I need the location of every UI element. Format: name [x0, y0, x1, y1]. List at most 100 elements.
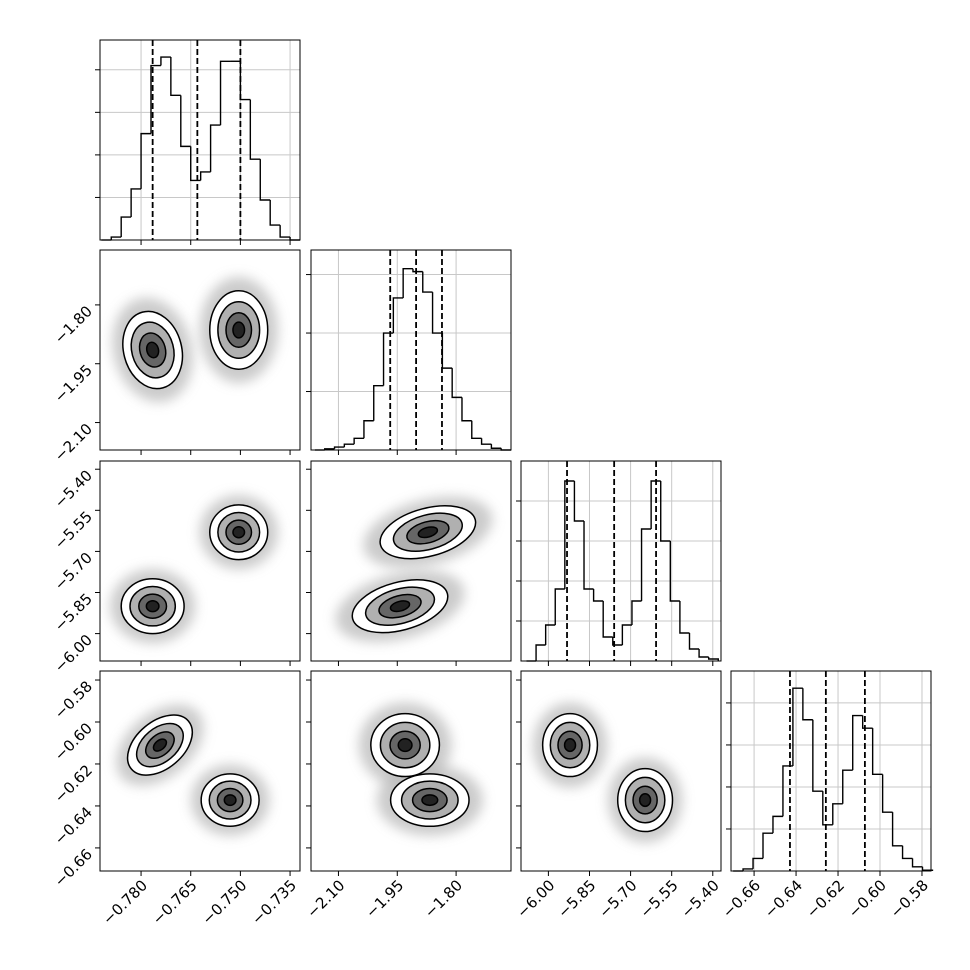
panel-frame: [99, 249, 301, 451]
histogram-bin: [554, 588, 565, 625]
y-tick-label: −0.64: [51, 803, 96, 848]
contour: [217, 301, 261, 359]
panel-frame: [310, 460, 512, 662]
x-tick-label: −0.66: [719, 876, 764, 921]
y-tick-label: −1.95: [51, 361, 96, 406]
histogram-bin: [911, 858, 923, 868]
x-tick-label: −0.750: [198, 876, 250, 928]
panel-frame: [520, 460, 722, 662]
contour: [638, 793, 652, 808]
contour: [208, 780, 252, 820]
x-tick-label: −6.00: [513, 876, 558, 921]
x-tick-label: −0.735: [248, 876, 300, 928]
x-tick-label: −5.55: [636, 876, 681, 921]
contour: [232, 526, 246, 539]
x-tick-label: −0.64: [761, 876, 806, 921]
contour: [217, 511, 261, 553]
density-panel: [110, 495, 278, 644]
contour: [392, 512, 463, 552]
histogram-bin: [861, 715, 873, 729]
density-panel: [116, 704, 270, 836]
density-fill: [146, 342, 159, 358]
histogram-bin: [631, 600, 642, 625]
histogram-bin: [822, 791, 833, 826]
histogram-bin: [209, 124, 221, 172]
histogram-bin: [160, 56, 171, 66]
contour: [557, 730, 583, 760]
histogram-bin: [451, 368, 462, 399]
histogram-bin: [881, 774, 893, 813]
density-panel: [533, 702, 683, 843]
contour: [417, 526, 439, 539]
contour: [209, 504, 269, 561]
panel-frame: [520, 670, 722, 872]
contour: [138, 332, 167, 368]
histogram-bin: [170, 57, 181, 97]
panel-frame: [310, 670, 512, 872]
histogram-bin: [535, 644, 546, 661]
density-fill: [224, 794, 236, 806]
contour: [216, 787, 244, 813]
histogram-bin: [612, 637, 623, 646]
histogram-bin: [150, 64, 161, 134]
histogram-bin: [679, 601, 690, 634]
y-tick-label: −5.85: [51, 590, 96, 635]
histogram-bin: [752, 857, 764, 869]
histogram-bin: [363, 420, 374, 439]
histogram-bin: [812, 719, 823, 792]
contour: [379, 505, 477, 560]
density-fill: [398, 738, 412, 752]
histogram-bin: [782, 765, 793, 817]
histogram-bin: [402, 268, 413, 298]
histogram-bin: [259, 159, 271, 201]
x-tick-label: −1.80: [421, 876, 466, 921]
contour: [549, 721, 591, 769]
histogram-bin: [110, 236, 122, 240]
histogram-bin: [412, 268, 423, 273]
contour: [200, 773, 260, 828]
y-tick-label: −5.70: [51, 549, 96, 594]
histogram-bin: [239, 61, 251, 101]
density-panel: [335, 496, 493, 642]
y-tick-label: −0.58: [51, 677, 96, 722]
contour: [138, 593, 168, 620]
y-tick-label: −2.10: [51, 420, 96, 465]
density-fill: [232, 526, 245, 538]
y-tick-label: −0.60: [51, 719, 96, 764]
contour: [541, 712, 599, 778]
histogram-bin: [669, 541, 680, 602]
y-tick-label: −6.00: [51, 631, 96, 676]
histogram-bin: [592, 589, 604, 602]
density-panel: [112, 277, 278, 403]
histogram-bin: [742, 868, 754, 871]
contour: [144, 731, 175, 760]
histogram-bin: [802, 688, 813, 721]
histogram-bin: [640, 528, 652, 601]
contour: [616, 767, 674, 833]
histogram-bin: [832, 803, 843, 825]
y-tick-label: −5.40: [51, 467, 96, 512]
histogram-bin: [688, 633, 700, 650]
contour: [400, 780, 459, 820]
panel-frame: [310, 249, 512, 451]
contour: [145, 341, 160, 359]
histogram-bin: [573, 481, 585, 522]
histogram-bin: [382, 332, 394, 386]
histogram-bin: [480, 438, 492, 445]
panel-frame: [99, 460, 301, 662]
contour: [130, 321, 175, 379]
density-fill: [421, 794, 438, 806]
x-tick-label: −5.85: [554, 876, 599, 921]
histogram-bin: [921, 866, 934, 871]
contour: [129, 585, 177, 627]
contour: [397, 738, 413, 753]
density-panel: [358, 702, 483, 836]
histogram-bin: [772, 815, 783, 834]
histogram-bin: [140, 132, 151, 189]
histogram-bin: [544, 624, 556, 645]
histogram-bin: [180, 95, 191, 148]
histogram-bin: [392, 297, 404, 334]
histogram-bin: [130, 188, 142, 218]
y-tick-label: −0.62: [51, 761, 96, 806]
